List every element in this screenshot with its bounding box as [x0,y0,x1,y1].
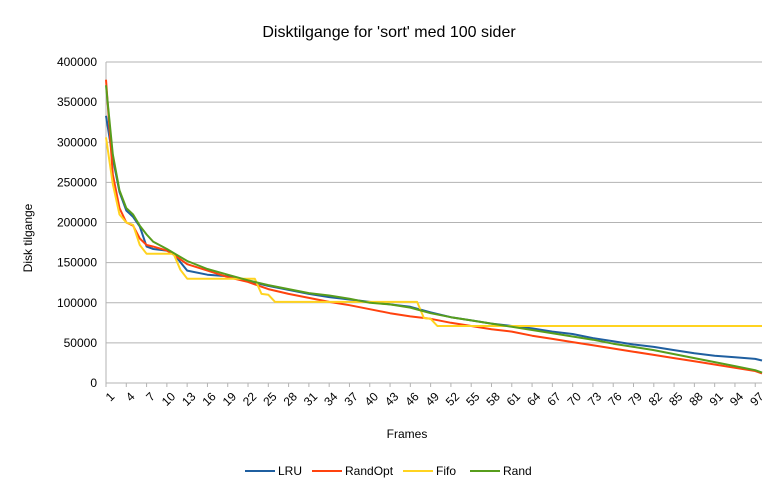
chart-title: Disktilgange for 'sort' med 100 sider [262,24,516,41]
y-tick-label: 50000 [64,336,98,350]
series-line-randopt [105,79,763,375]
grid [106,61,762,344]
y-tick-label: 400000 [57,55,97,69]
series-group [105,79,763,375]
legend-label-rand: Rand [503,464,532,478]
y-tick-label: 150000 [57,256,97,270]
y-tick-label: 200000 [57,216,97,230]
legend-label-lru: LRU [278,464,302,478]
legend-label-fifo: Fifo [436,464,456,478]
y-tick-label: 300000 [57,135,97,149]
x-axis-label: Frames [387,427,428,441]
series-line-rand [105,85,763,374]
legend: LRU RandOpt Fifo Rand [245,464,532,478]
y-tick-label: 250000 [57,175,97,189]
y-axis-label: Disk tilgange [21,203,35,272]
legend-label-randopt: RandOpt [345,464,394,478]
y-tick-label: 350000 [57,95,97,109]
y-tick-label: 100000 [57,296,97,310]
y-tick-label: 0 [90,376,97,390]
